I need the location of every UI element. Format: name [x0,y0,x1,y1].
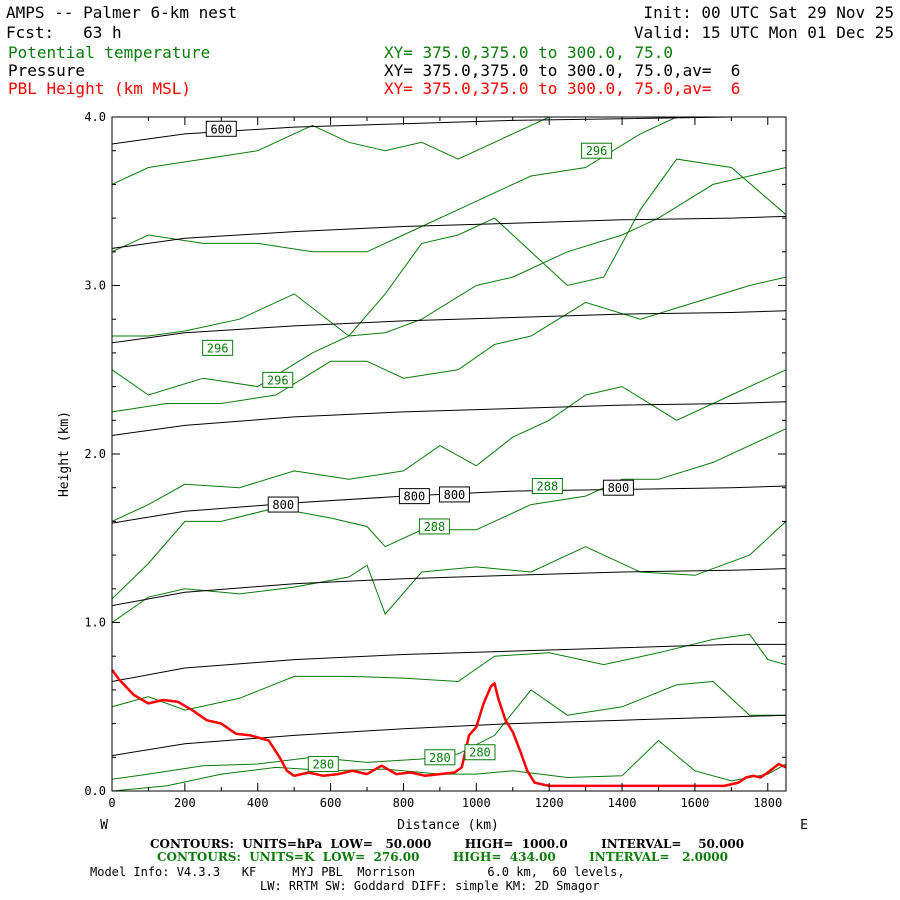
pressure-label: 800 [602,479,634,496]
x-tick-label: 1800 [753,796,782,810]
theta-contour-294 [112,117,786,253]
pbl-height-series [110,668,787,788]
theta-label-text: 280 [469,746,491,760]
y-tick-label: 0.0 [84,784,106,798]
x-tick-label: 400 [247,796,269,810]
theta-label-text: 280 [312,758,334,772]
pbl-height-line [110,668,787,788]
theta-contour-292 [112,167,786,337]
theta-contour-296 [112,158,786,396]
pressure-contour-850 [112,568,786,607]
plot-frame [111,116,787,792]
x-tick-label: 0 [108,796,115,810]
theta-label-text: 288 [424,520,446,534]
theta-contours [112,117,786,791]
pressure-contour-900 [112,643,786,682]
y-tick-label: 1.0 [84,616,106,630]
theta-label: 288 [418,518,450,535]
pressure-label-text: 800 [404,490,426,504]
theta-label-text: 280 [429,751,451,765]
theta-label: 280 [464,744,496,761]
y-tick-label: 3.0 [84,279,106,293]
x-tick-label: 1000 [462,796,491,810]
pressure-label: 800 [398,488,430,505]
theta-contour-290 [112,276,786,413]
x-tick-label: 1600 [680,796,709,810]
east-label: E [800,818,808,833]
theta-contour-282 [112,633,786,711]
contour-labels: 600 800 800 800 800 296 296 296 288 288 280 280 280 [202,120,634,773]
field-theta-xy: XY= 375.0,375.0 to 300.0, 75.0 [384,43,673,62]
theta-label: 296 [202,339,234,356]
x-tick-label: 1400 [608,796,637,810]
pressure-label: 800 [267,496,299,513]
app-title: AMPS -- Palmer 6-km nest [6,3,238,22]
field-pressure-name: Pressure [8,61,86,80]
x-tick-label: 800 [393,796,415,810]
x-axis-label: Distance (km) [397,818,499,833]
pressure-label: 800 [438,486,470,503]
theta-label-text: 296 [586,144,608,158]
pressure-label-text: 800 [272,498,294,512]
theta-label: 280 [307,756,339,773]
model-info-line-1: Model Info: V4.3.3 KF MYJ PBL Morrison 6… [90,865,625,879]
pressure-contours [112,117,786,757]
theta-contour-legend: CONTOURS: UNITS=K LOW= 276.00 HIGH= 434.… [157,850,728,864]
theta-contour-286 [112,428,786,600]
pressure-label-text: 800 [444,488,466,502]
x-tick-label: 1200 [535,796,564,810]
model-info-line-2: LW: RRTM SW: Goddard DIFF: simple KM: 2D… [260,879,600,893]
y-tick-label: 2.0 [84,447,106,461]
theta-label: 280 [424,749,456,766]
y-axis-label: Height (km) [57,411,72,497]
field-pbl-name: PBL Height (km MSL) [8,79,192,98]
field-theta-name: Potential temperature [8,43,211,62]
x-tick-label: 200 [174,796,196,810]
west-label: W [100,818,108,833]
pressure-contour-750 [112,401,786,436]
theta-contour-298 [112,117,659,185]
theta-label: 288 [531,478,563,495]
pressure-contour-700 [112,310,786,344]
pressure-label-text: 800 [608,481,630,495]
pressure-contour-legend: CONTOURS: UNITS=hPa LOW= 50.000 HIGH= 10… [150,837,745,851]
theta-label: 296 [581,142,613,159]
theta-label-text: 296 [267,373,289,387]
field-pressure-xy: XY= 375.0,375.0 to 300.0, 75.0,av= 6 [384,61,741,80]
pressure-contour-650 [112,215,786,249]
theta-contour-288 [112,369,786,522]
init-time: Init: 00 UTC Sat 29 Nov 25 [643,3,894,22]
pressure-label: 600 [205,120,237,137]
y-tick-label: 4.0 [84,110,106,124]
axes: 0 200 400 600 800 1000 1200 1400 1600 1800 0.0 1.0 2… [84,110,787,810]
pressure-contour-950 [112,714,786,757]
theta-label-text: 296 [207,341,229,355]
forecast-hour: Fcst: 63 h [6,23,122,42]
theta-label-text: 288 [537,480,559,494]
field-pbl-xy: XY= 375.0,375.0 to 300.0, 75.0,av= 6 [384,79,741,98]
theta-contour-278 [112,739,786,791]
theta-label: 296 [262,371,294,388]
x-tick-label: 600 [320,796,342,810]
theta-contour-284 [112,521,786,623]
pressure-label-text: 600 [210,122,232,136]
valid-time: Valid: 15 UTC Mon 01 Dec 25 [633,23,894,42]
